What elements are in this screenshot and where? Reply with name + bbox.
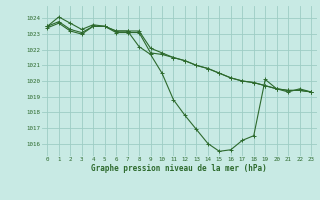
X-axis label: Graphe pression niveau de la mer (hPa): Graphe pression niveau de la mer (hPa) (91, 164, 267, 173)
